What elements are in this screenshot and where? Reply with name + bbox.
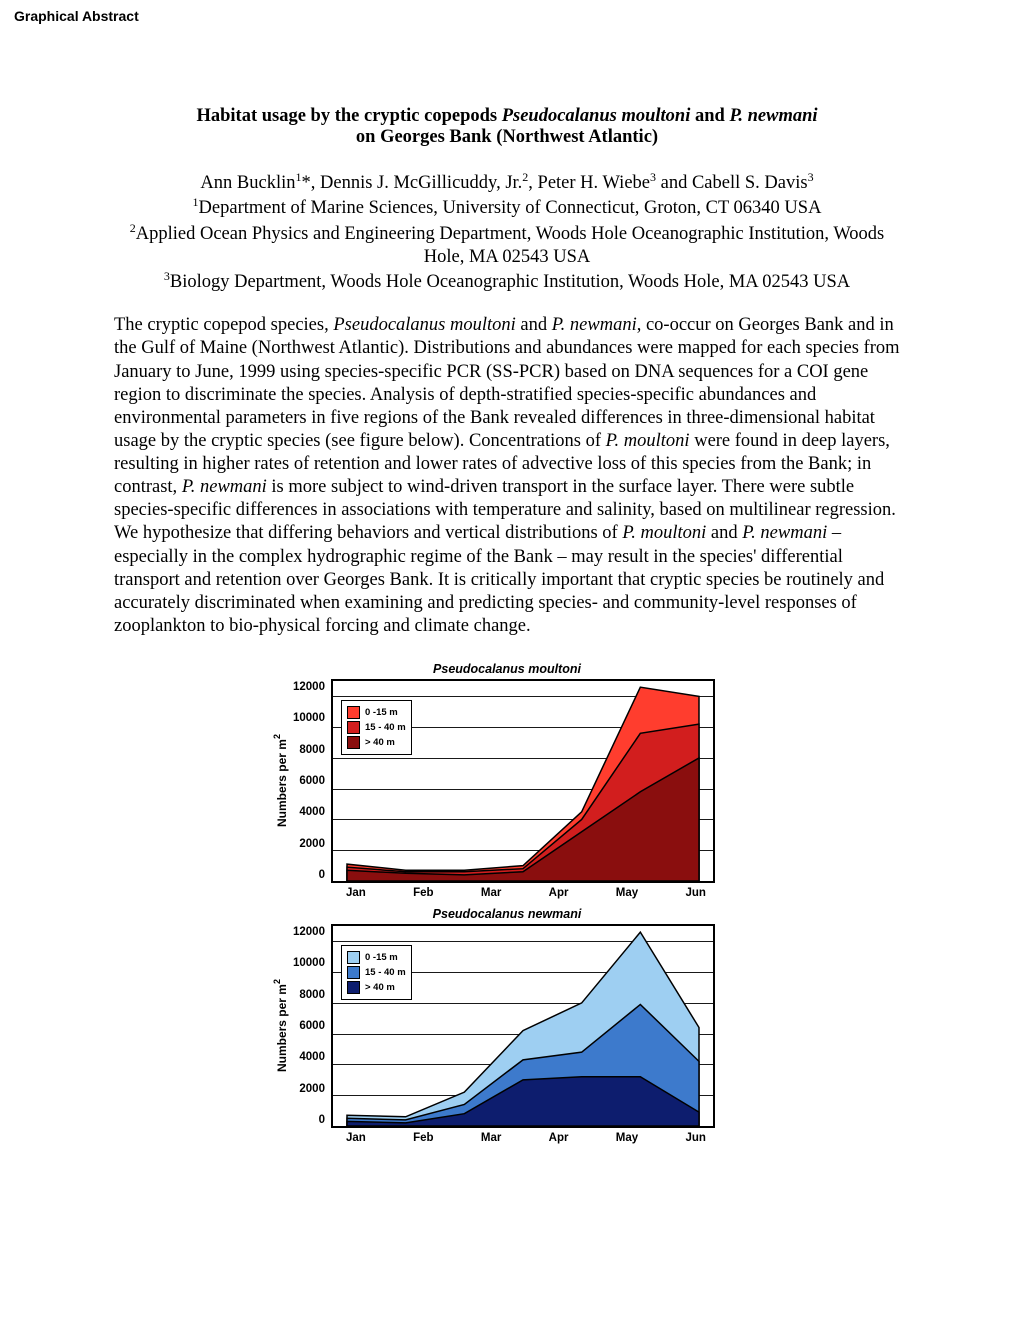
plot-area: 0 -15 m15 - 40 m> 40 m [331,924,715,1128]
abstract-text: The cryptic copepod species, Pseudocalan… [114,314,900,638]
legend-swatch [347,736,360,749]
header-label: Graphical Abstract [14,8,1006,24]
legend-swatch [347,981,360,994]
paper-title: Habitat usage by the cryptic copepods Ps… [114,106,900,148]
legend-swatch [347,951,360,964]
y-axis-ticks: 120001000080006000400020000 [293,681,325,881]
chart-legend: 0 -15 m15 - 40 m> 40 m [341,700,412,755]
chart-legend: 0 -15 m15 - 40 m> 40 m [341,945,412,1000]
x-axis-ticks: JanFebMarAprMayJun [336,1132,716,1144]
plot-area: 0 -15 m15 - 40 m> 40 m [331,679,715,883]
x-axis-ticks: JanFebMarAprMayJun [336,887,716,899]
legend-swatch [347,706,360,719]
chart-moultoni: Pseudocalanus moultoni Numbers per m21200… [272,662,742,899]
chart-newmani: Pseudocalanus newmani Numbers per m212000… [272,907,742,1144]
chart-title: Pseudocalanus newmani [272,907,742,921]
legend-swatch [347,966,360,979]
y-axis-ticks: 120001000080006000400020000 [293,926,325,1126]
y-axis-label: Numbers per m2 [272,979,289,1072]
chart-title: Pseudocalanus moultoni [272,662,742,676]
authors-block: Ann Bucklin1*, Dennis J. McGillicuddy, J… [114,170,900,294]
content: Habitat usage by the cryptic copepods Ps… [114,106,900,1152]
charts-region: Pseudocalanus moultoniNumbers per m21200… [114,662,900,1152]
legend-swatch [347,721,360,734]
y-axis-label: Numbers per m2 [272,734,289,827]
page: Graphical Abstract Habitat usage by the … [0,0,1020,1160]
